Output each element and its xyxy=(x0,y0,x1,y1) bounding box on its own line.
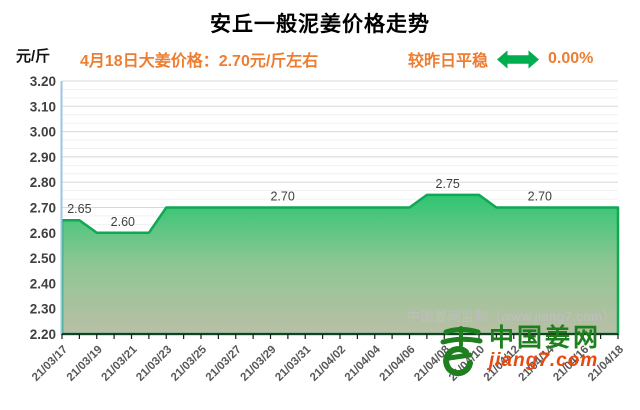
svg-text:2.20: 2.20 xyxy=(30,327,56,342)
svg-text:2.40: 2.40 xyxy=(30,276,56,291)
svg-text:21/03/19: 21/03/19 xyxy=(65,344,105,384)
chart-title: 安丘一般泥姜价格走势 xyxy=(210,13,430,36)
svg-text:3.00: 3.00 xyxy=(30,125,56,140)
svg-text:21/04/02: 21/04/02 xyxy=(308,344,348,384)
svg-text:21/03/17: 21/03/17 xyxy=(30,344,70,384)
svg-text:2.75: 2.75 xyxy=(436,177,460,191)
svg-text:2.90: 2.90 xyxy=(30,150,56,165)
svg-text:3.20: 3.20 xyxy=(30,74,56,89)
logo-name: 中国姜网 xyxy=(489,324,602,352)
y-axis-unit-label: 元/斤 xyxy=(16,48,51,65)
svg-text:2.70: 2.70 xyxy=(528,190,552,204)
svg-text:2.30: 2.30 xyxy=(30,302,56,317)
svg-text:2.60: 2.60 xyxy=(111,215,135,229)
svg-text:2.70: 2.70 xyxy=(270,190,294,204)
svg-text:21/03/31: 21/03/31 xyxy=(273,343,314,384)
ginger-logo-icon xyxy=(436,325,486,382)
jiang7-logo: 中国姜网 jiang7.com xyxy=(436,325,601,382)
svg-text:2.70: 2.70 xyxy=(30,201,56,216)
price-subtitle: 4月18日大姜价格：2.70元/斤左右 xyxy=(80,53,319,70)
status-change-percent: 0.00% xyxy=(548,50,594,67)
status-label: 较昨日平稳 xyxy=(408,53,489,70)
svg-text:3.10: 3.10 xyxy=(30,99,56,114)
svg-text:21/03/21: 21/03/21 xyxy=(99,343,140,384)
watermark-text: 中国姜网监制（www.jiang7.com） xyxy=(407,309,616,324)
svg-text:21/04/06: 21/04/06 xyxy=(377,344,417,384)
svg-text:21/03/29: 21/03/29 xyxy=(238,344,278,384)
svg-text:21/03/27: 21/03/27 xyxy=(204,344,244,384)
axes xyxy=(60,81,619,339)
price-area-series xyxy=(60,193,620,336)
svg-text:21/03/25: 21/03/25 xyxy=(169,343,210,384)
flat-left-right-arrow-icon xyxy=(497,49,540,70)
svg-text:2.60: 2.60 xyxy=(30,226,56,241)
svg-text:21/04/04: 21/04/04 xyxy=(343,343,384,384)
svg-text:2.80: 2.80 xyxy=(30,175,56,190)
day-change-status: 较昨日平稳 0.00% xyxy=(408,47,593,71)
svg-text:2.65: 2.65 xyxy=(67,202,91,216)
logo-site: jiang7.com xyxy=(489,350,599,372)
svg-text:21/03/23: 21/03/23 xyxy=(134,344,174,384)
svg-text:2.50: 2.50 xyxy=(30,251,56,266)
